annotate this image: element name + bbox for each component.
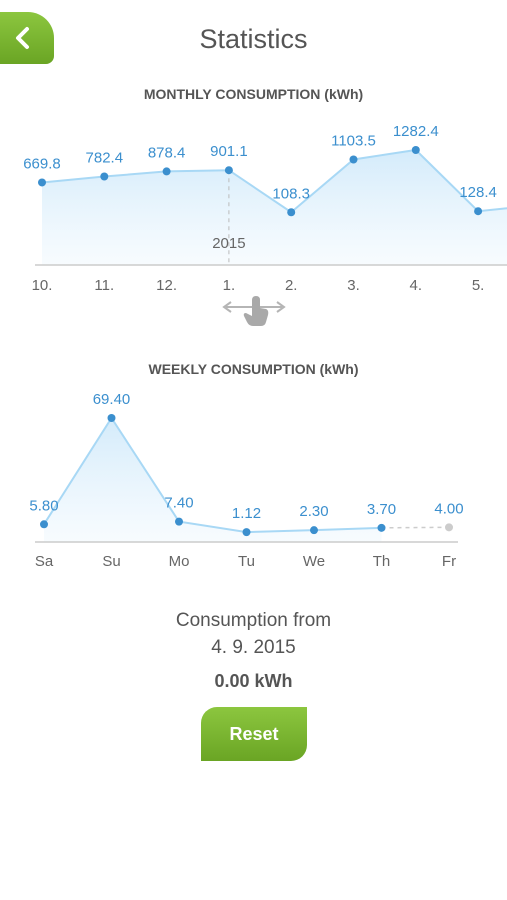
consumption-since-date: 4. 9. 2015 [211,637,296,658]
monthly-chart[interactable]: 2015 669.8 10. 782.4 11. 878.4 12. 901.1 1. 108.3… [0,110,507,326]
weekly-tick-label: Tu [238,553,255,570]
monthly-tick-label: 11. [94,277,114,294]
weekly-tick-label: Su [102,553,120,570]
monthly-tick-label: 2. [285,277,298,294]
weekly-point [107,414,116,422]
weekly-chart: 5.80 Sa 69.40 Su 7.40 Mo 1.12 Tu 2.30 We 3.70 Th 4.0… [29,391,463,570]
monthly-tick-label: 3. [347,277,360,294]
consumption-since-label: Consumption from [175,610,332,631]
monthly-point [100,172,109,181]
monthly-value-label: 669.8 [23,155,61,172]
page-title: Statistics [199,24,308,54]
monthly-value-label: 901.1 [210,143,248,160]
weekly-projected-line [381,526,450,529]
monthly-value-label: 108.3 [272,185,310,202]
weekly-point [377,523,386,532]
monthly-area [42,150,507,265]
monthly-chart-title: MONTHLY CONSUMPTION (kWh) [143,86,364,102]
monthly-tick-label: 1. [223,277,236,294]
weekly-value-label: 69.40 [93,391,131,408]
monthly-point [38,178,46,187]
weekly-value-label: 7.40 [164,495,193,512]
weekly-tick-label: Fr [442,553,456,570]
weekly-chart-title: WEEKLY CONSUMPTION (kWh) [148,361,359,377]
weekly-tick-label: Sa [35,553,54,570]
monthly-point [349,155,358,164]
monthly-value-label: 878.4 [148,144,186,161]
weekly-point [175,517,183,526]
weekly-value-label: 5.80 [29,497,58,514]
monthly-point [162,167,171,176]
monthly-tick-label: 10. [32,277,53,294]
chevron-left-icon [16,27,29,49]
weekly-value-label: 2.30 [299,503,328,520]
weekly-series-line [43,416,382,534]
weekly-tick-label: Th [373,553,391,570]
weekly-area [44,418,382,542]
monthly-point [287,208,296,217]
monthly-point [411,146,420,154]
reset-button[interactable]: Reset [201,707,307,761]
monthly-tick-label: 12. [156,277,177,294]
monthly-value-label: 128.4 [459,184,497,201]
weekly-tick-label: Mo [169,553,190,570]
monthly-value-label: 1103.5 [331,132,376,149]
weekly-point [445,523,453,532]
back-button[interactable] [0,12,54,64]
monthly-tick-label: 4. [410,277,423,294]
weekly-value-label: 4.00 [434,500,463,517]
consumption-total: 0.00 kWh [214,671,293,691]
weekly-point [310,526,318,535]
swipe-hand-icon [222,296,286,326]
weekly-value-label: 3.70 [367,501,396,518]
monthly-value-label: 1282.4 [393,123,439,140]
weekly-point [40,520,48,529]
monthly-tick-label: 5. [472,277,485,294]
weekly-tick-label: We [303,553,325,570]
weekly-value-label: 1.12 [232,505,261,522]
monthly-value-label: 782.4 [86,150,124,167]
monthly-point [474,207,483,216]
monthly-point [224,166,233,175]
weekly-point [242,528,251,537]
year-marker-label: 2015 [212,235,245,252]
